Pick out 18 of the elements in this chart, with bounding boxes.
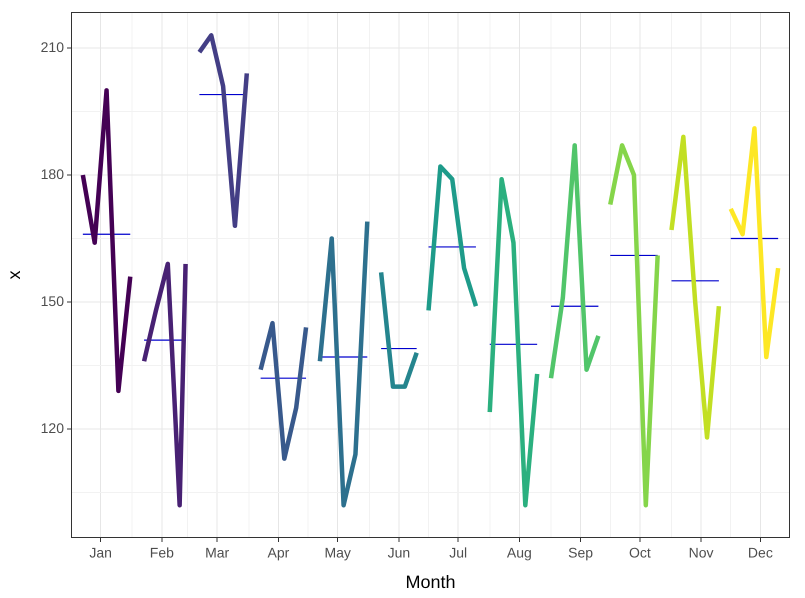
y-tick-label: 180 xyxy=(40,166,64,182)
x-axis-title: Month xyxy=(405,572,456,592)
x-tick-label: Aug xyxy=(506,544,532,560)
x-tick-label: Jul xyxy=(449,544,468,560)
x-tick-label: Jun xyxy=(388,544,410,560)
y-tick-label: 210 xyxy=(40,38,64,55)
x-tick-label: Sep xyxy=(568,544,594,560)
x-tick-label: Mar xyxy=(205,544,230,560)
x-tick-label: Nov xyxy=(688,544,714,560)
x-tick-label: Jan xyxy=(89,544,112,560)
x-tick-label: Apr xyxy=(268,544,290,560)
y-tick-label: 150 xyxy=(40,292,64,309)
y-axis-title: x xyxy=(4,270,24,280)
x-tick-label: May xyxy=(324,544,351,560)
y-tick-label: 120 xyxy=(40,420,64,436)
x-tick-label: Oct xyxy=(628,544,651,560)
x-tick-label: Feb xyxy=(150,544,174,560)
x-tick-label: Dec xyxy=(748,544,773,560)
